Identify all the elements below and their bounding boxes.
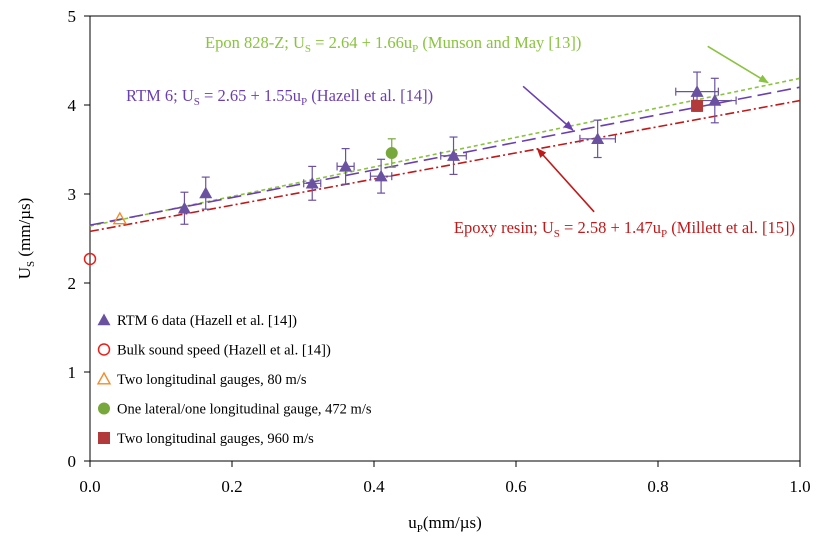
legend-label: RTM 6 data (Hazell et al. [14]) bbox=[117, 313, 297, 329]
annotation-label: Epon 828-Z; US = 2.64 + 1.66uP (Munson a… bbox=[205, 33, 581, 55]
data-point-series-0 bbox=[199, 186, 213, 199]
x-tick-label: 0.2 bbox=[221, 477, 242, 496]
x-tick-label: 0.8 bbox=[647, 477, 668, 496]
legend-label: Bulk sound speed (Hazell et al. [14]) bbox=[117, 343, 331, 359]
data-markers bbox=[83, 85, 722, 266]
annotation-arrow bbox=[707, 45, 769, 84]
legend-marker bbox=[98, 402, 110, 415]
legend-marker bbox=[96, 371, 112, 385]
legend-marker bbox=[97, 313, 111, 326]
y-tick-label: 1 bbox=[68, 363, 77, 382]
error-bars bbox=[180, 71, 737, 225]
data-point-series-4 bbox=[691, 99, 704, 112]
y-tick-label: 3 bbox=[68, 185, 77, 204]
data-point-series-3 bbox=[385, 147, 398, 160]
legend-label: Two longitudinal gauges, 960 m/s bbox=[117, 431, 314, 447]
legend-marker bbox=[97, 343, 111, 356]
data-point-series-0 bbox=[374, 169, 388, 182]
annotation-label: RTM 6; US = 2.65 + 1.55uP (Hazell et al.… bbox=[126, 86, 433, 108]
annotations: Epon 828-Z; US = 2.64 + 1.66uP (Munson a… bbox=[126, 33, 795, 240]
x-tick-label: 0.4 bbox=[363, 477, 385, 496]
annotation-arrow bbox=[536, 147, 595, 213]
data-point-series-0 bbox=[690, 85, 704, 97]
data-point-series-0 bbox=[708, 94, 722, 106]
annotation-arrow bbox=[522, 85, 574, 131]
x-tick-label: 1.0 bbox=[789, 477, 810, 496]
plot-area bbox=[89, 15, 801, 462]
annotation-label: Epoxy resin; US = 2.58 + 1.47uP (Millett… bbox=[454, 218, 795, 240]
y-tick-label: 2 bbox=[68, 274, 77, 293]
data-point-series-0 bbox=[447, 149, 461, 161]
x-tick-label: 0.6 bbox=[505, 477, 526, 496]
data-point-series-0 bbox=[339, 159, 353, 172]
data-point-series-0 bbox=[305, 176, 319, 189]
plot-border bbox=[89, 15, 801, 462]
x-axis-label: uP(mm/µs) bbox=[408, 513, 482, 535]
axes: 0.0 0.2 0.4 0.6 0.8 1.0 0 1 2 3 4 5 uP(mm/µs) US (mm/… bbox=[15, 7, 811, 535]
data-point-series-0 bbox=[591, 132, 605, 145]
legend-label: One lateral/one longitudinal gauge, 472 … bbox=[117, 402, 372, 418]
data-point-series-0 bbox=[177, 201, 191, 214]
y-tick-label: 0 bbox=[68, 452, 77, 471]
legend-marker bbox=[98, 432, 110, 444]
data-point-series-2 bbox=[112, 211, 128, 225]
legend: RTM 6 data (Hazell et al. [14]) Bulk soun… bbox=[96, 313, 372, 447]
y-axis-label: US (mm/µs) bbox=[15, 198, 37, 280]
y-tick-label: 5 bbox=[68, 7, 77, 26]
data-point-series-1 bbox=[83, 252, 97, 266]
legend-label: Two longitudinal gauges, 80 m/s bbox=[117, 372, 307, 388]
y-tick-label: 4 bbox=[68, 96, 77, 115]
fit-line-epoxy-resin bbox=[89, 99, 801, 233]
x-tick-label: 0.0 bbox=[79, 477, 100, 496]
